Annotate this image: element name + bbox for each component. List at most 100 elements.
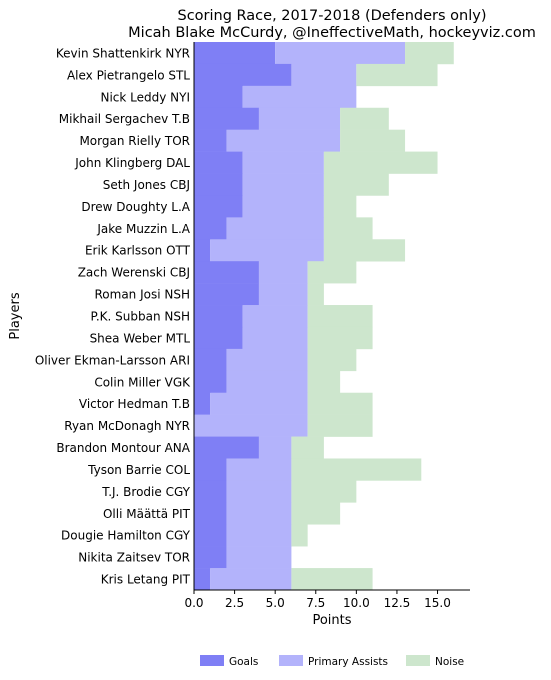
x-tick-label: 10.0 <box>343 596 370 610</box>
bar-noise-24 <box>291 568 373 591</box>
bar-primary-assists-17 <box>194 414 308 437</box>
x-tick-label: 5.0 <box>266 596 285 610</box>
bar-noise-14 <box>307 348 357 372</box>
bar-primary-assists-13 <box>242 326 308 350</box>
bar-primary-assists-6 <box>242 173 324 196</box>
bar-noise-18 <box>291 436 324 459</box>
bar-primary-assists-21 <box>226 502 292 525</box>
player-label: Dougie Hamilton CGY <box>61 529 191 543</box>
player-label: Mikhail Sergachev T.B <box>59 112 190 126</box>
bar-primary-assists-19 <box>226 458 292 481</box>
bar-noise-3 <box>340 107 389 130</box>
legend-swatch-primary-assists <box>279 655 303 666</box>
player-label: John Klingberg DAL <box>74 156 190 170</box>
bar-primary-assists-2 <box>242 85 357 109</box>
bar-noise-15 <box>307 370 341 394</box>
player-label: Morgan Rielly TOR <box>79 134 190 148</box>
player-label: Erik Karlsson OTT <box>85 244 191 258</box>
legend-label: Primary Assists <box>308 656 388 668</box>
x-tick-label: 0.0 <box>184 596 203 610</box>
bar-goals-4 <box>194 129 227 152</box>
bar-goals-13 <box>194 326 243 350</box>
bar-primary-assists-15 <box>226 370 308 394</box>
bar-goals-11 <box>194 283 259 306</box>
player-labels: Kevin Shattenkirk NYR Alex Pietrangelo ST… <box>35 46 191 586</box>
bar-goals-8 <box>194 217 227 240</box>
bar-goals-21 <box>194 502 227 525</box>
chart-title: Scoring Race, 2017-2018 (Defenders only) <box>178 8 487 24</box>
bar-primary-assists-3 <box>258 107 341 130</box>
bar-primary-assists-0 <box>275 42 406 65</box>
bar-goals-6 <box>194 173 243 196</box>
player-label: Nikita Zaitsev TOR <box>78 551 190 565</box>
bar-goals-9 <box>194 239 211 262</box>
bar-noise-17 <box>307 414 373 437</box>
bar-goals-14 <box>194 348 227 372</box>
bar-primary-assists-20 <box>226 480 292 503</box>
bar-noise-19 <box>291 458 422 481</box>
player-label: P.K. Subban NSH <box>90 310 190 324</box>
bar-goals-24 <box>194 568 211 591</box>
player-label: T.J. Brodie CGY <box>101 485 190 499</box>
bar-noise-20 <box>291 480 357 503</box>
bar-noise-5 <box>323 151 438 174</box>
bar-noise-16 <box>307 392 373 415</box>
bar-noise-6 <box>323 173 389 196</box>
legend-label: Noise <box>435 656 464 668</box>
bars-layer <box>194 42 454 591</box>
y-axis-label: Players <box>8 292 23 339</box>
player-label: Zach Werenski CBJ <box>78 266 190 280</box>
player-label: Brandon Montour ANA <box>56 441 190 455</box>
bar-primary-assists-18 <box>258 436 292 459</box>
bar-primary-assists-22 <box>226 524 292 547</box>
bar-noise-9 <box>323 239 406 262</box>
bar-primary-assists-16 <box>210 392 308 415</box>
legend-swatch-noise <box>406 655 430 666</box>
x-axis: 0.0 2.5 5.0 7.5 10.0 12.5 15.0 <box>184 589 470 610</box>
player-label: Roman Josi NSH <box>94 288 190 302</box>
bar-goals-10 <box>194 261 259 284</box>
bar-primary-assists-5 <box>242 151 324 174</box>
bar-goals-16 <box>194 392 211 415</box>
x-tick-label: 12.5 <box>384 596 411 610</box>
bar-goals-3 <box>194 107 259 130</box>
bar-goals-22 <box>194 524 227 547</box>
x-axis-label: Points <box>312 613 351 628</box>
bar-noise-8 <box>323 217 373 240</box>
bar-primary-assists-9 <box>210 239 324 262</box>
player-label: Kris Letang PIT <box>101 573 191 587</box>
bar-primary-assists-4 <box>226 129 341 152</box>
bar-primary-assists-23 <box>226 546 292 569</box>
legend-label: Goals <box>229 656 258 668</box>
bar-goals-0 <box>194 42 276 65</box>
bar-primary-assists-11 <box>258 283 308 306</box>
player-label: Oliver Ekman-Larsson ARI <box>35 353 190 367</box>
bar-noise-0 <box>405 42 454 65</box>
bar-primary-assists-7 <box>242 195 324 218</box>
player-label: Tyson Barrie COL <box>87 463 190 477</box>
bar-goals-18 <box>194 436 259 459</box>
player-label: Colin Miller VGK <box>94 375 191 389</box>
bar-noise-21 <box>291 502 341 525</box>
bar-noise-10 <box>307 261 357 284</box>
player-label: Victor Hedman T.B <box>79 397 190 411</box>
bar-noise-11 <box>307 283 324 306</box>
bar-noise-1 <box>356 63 438 87</box>
player-label: Kevin Shattenkirk NYR <box>56 46 190 60</box>
bar-goals-7 <box>194 195 243 218</box>
bar-goals-19 <box>194 458 227 481</box>
bar-primary-assists-12 <box>242 305 308 328</box>
bar-goals-2 <box>194 85 243 109</box>
legend-swatch-goals <box>200 655 224 666</box>
bar-noise-4 <box>340 129 406 152</box>
bar-goals-23 <box>194 546 227 569</box>
player-label: Seth Jones CBJ <box>103 178 190 192</box>
player-label: Olli Määttä PIT <box>103 507 191 521</box>
x-tick-label: 7.5 <box>306 596 325 610</box>
bar-noise-22 <box>291 524 308 547</box>
bar-primary-assists-8 <box>226 217 324 240</box>
player-label: Shea Weber MTL <box>90 331 191 345</box>
player-label: Alex Pietrangelo STL <box>67 68 190 82</box>
chart-subtitle: Micah Blake McCurdy, @IneffectiveMath, h… <box>128 25 536 41</box>
